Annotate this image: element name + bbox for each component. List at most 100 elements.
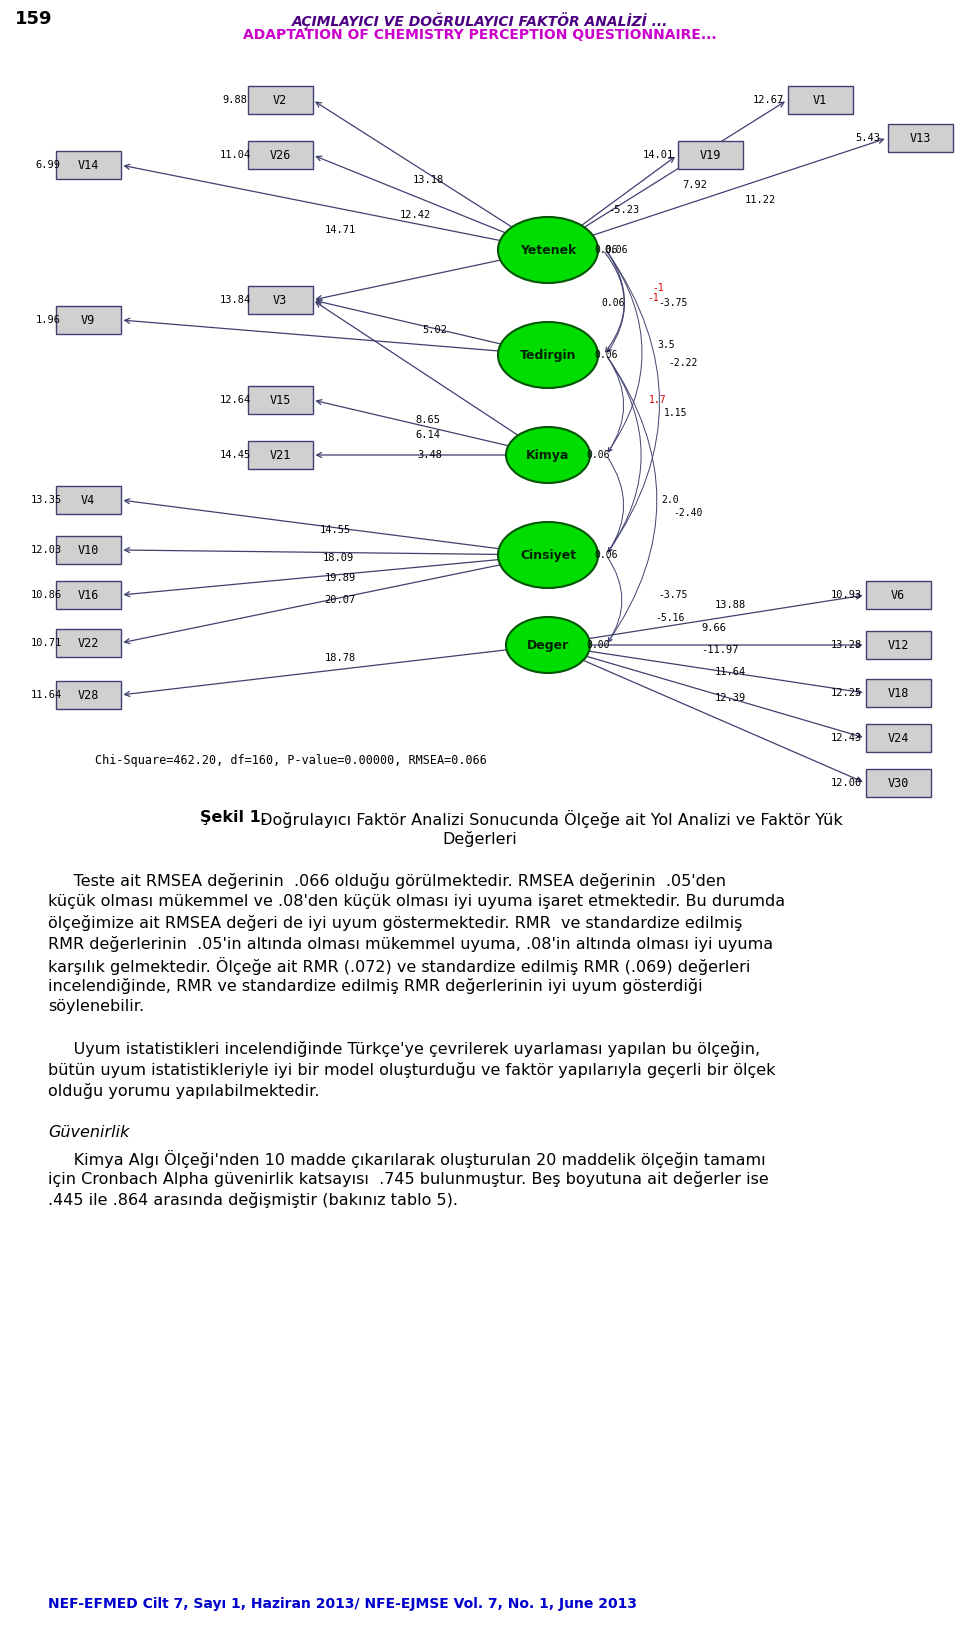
- FancyBboxPatch shape: [56, 681, 121, 709]
- FancyBboxPatch shape: [866, 630, 930, 660]
- Text: V14: V14: [78, 158, 99, 171]
- Text: V19: V19: [699, 148, 721, 161]
- Text: küçük olması mükemmel ve .08'den küçük olması iyi uyuma işaret etmektedir. Bu du: küçük olması mükemmel ve .08'den küçük o…: [48, 894, 785, 909]
- Text: 14.71: 14.71: [324, 225, 355, 235]
- Text: 13.28: 13.28: [830, 640, 862, 650]
- FancyBboxPatch shape: [248, 142, 313, 169]
- Text: Kimya: Kimya: [526, 448, 569, 461]
- Text: Deger: Deger: [527, 639, 569, 652]
- Text: incelendiğinde, RMR ve standardize edilmiş RMR değerlerinin iyi uyum gösterdiği: incelendiğinde, RMR ve standardize edilm…: [48, 977, 703, 994]
- Text: 12.25: 12.25: [830, 687, 862, 697]
- Text: 7.92: 7.92: [683, 179, 708, 191]
- Text: -2.22: -2.22: [668, 358, 698, 368]
- Text: V4: V4: [81, 494, 95, 507]
- Text: 5.43: 5.43: [855, 134, 880, 143]
- Text: V12: V12: [887, 639, 909, 652]
- Text: 8.65: 8.65: [416, 415, 441, 425]
- Text: Chi-Square=462.20, df=160, P-value=0.00000, RMSEA=0.066: Chi-Square=462.20, df=160, P-value=0.000…: [95, 754, 487, 767]
- Ellipse shape: [498, 217, 598, 283]
- Text: 10.93: 10.93: [830, 590, 862, 599]
- Text: 11.04: 11.04: [220, 150, 251, 160]
- Ellipse shape: [498, 521, 598, 588]
- Ellipse shape: [506, 427, 590, 484]
- Text: V9: V9: [81, 313, 95, 326]
- Text: 14.55: 14.55: [320, 525, 350, 534]
- Text: 20.07: 20.07: [324, 595, 355, 604]
- Text: Cinsiyet: Cinsiyet: [520, 549, 576, 562]
- Text: 159: 159: [15, 10, 53, 28]
- Text: V6: V6: [891, 588, 905, 601]
- Text: V3: V3: [273, 293, 287, 306]
- Text: V28: V28: [78, 689, 99, 702]
- Text: V26: V26: [270, 148, 291, 161]
- Text: 0.06: 0.06: [587, 450, 610, 459]
- Text: -1: -1: [647, 293, 659, 303]
- Text: 12.39: 12.39: [714, 692, 746, 704]
- Text: 13.84: 13.84: [220, 295, 251, 305]
- Text: 18.78: 18.78: [324, 653, 355, 663]
- Text: 0.00: 0.00: [587, 640, 610, 650]
- Text: Güvenirlik: Güvenirlik: [48, 1126, 130, 1140]
- Text: 12.03: 12.03: [31, 546, 61, 555]
- Text: 14.45: 14.45: [220, 450, 251, 459]
- Text: V24: V24: [887, 731, 909, 744]
- Text: 0.06: 0.06: [594, 350, 617, 360]
- FancyBboxPatch shape: [56, 582, 121, 609]
- Text: 5.02: 5.02: [422, 326, 447, 336]
- Text: V30: V30: [887, 777, 909, 790]
- FancyBboxPatch shape: [56, 485, 121, 515]
- Text: 11.22: 11.22: [744, 195, 776, 205]
- Text: ADAPTATION OF CHEMISTRY PERCEPTION QUESTIONNAIRE...: ADAPTATION OF CHEMISTRY PERCEPTION QUEST…: [243, 28, 717, 42]
- Text: ölçeğimize ait RMSEA değeri de iyi uyum göstermektedir. RMR  ve standardize edil: ölçeğimize ait RMSEA değeri de iyi uyum …: [48, 915, 742, 932]
- Text: V2: V2: [273, 93, 287, 106]
- Text: 13.35: 13.35: [31, 495, 61, 505]
- FancyBboxPatch shape: [787, 86, 852, 114]
- Text: 19.89: 19.89: [324, 573, 355, 583]
- FancyBboxPatch shape: [56, 536, 121, 564]
- Text: V18: V18: [887, 686, 909, 699]
- FancyBboxPatch shape: [56, 306, 121, 334]
- Text: 0.06: 0.06: [594, 244, 617, 256]
- Text: Kimya Algı Ölçeği'nden 10 madde çıkarılarak oluşturulan 20 maddelik ölçeğin tama: Kimya Algı Ölçeği'nden 10 madde çıkarıla…: [48, 1150, 766, 1168]
- Text: Uyum istatistikleri incelendiğinde Türkçe'ye çevrilerek uyarlaması yapılan bu öl: Uyum istatistikleri incelendiğinde Türkç…: [48, 1041, 760, 1057]
- Text: 12.00: 12.00: [830, 779, 862, 788]
- FancyBboxPatch shape: [248, 386, 313, 414]
- Text: 6.99: 6.99: [36, 160, 60, 169]
- Text: AÇIMLAYICI VE DOĞRULAYICI FAKTÖR ANALİZİ ...: AÇIMLAYICI VE DOĞRULAYICI FAKTÖR ANALİZİ…: [292, 11, 668, 29]
- Text: 1.15: 1.15: [664, 407, 687, 419]
- FancyBboxPatch shape: [678, 142, 742, 169]
- Text: Tedirgin: Tedirgin: [519, 349, 576, 362]
- Text: .445 ile .864 arasında değişmiştir (bakınız tablo 5).: .445 ile .864 arasında değişmiştir (bakı…: [48, 1192, 458, 1209]
- Text: 12.43: 12.43: [830, 733, 862, 743]
- Text: -11.97: -11.97: [701, 645, 739, 655]
- Text: -5.23: -5.23: [609, 205, 639, 215]
- Text: V13: V13: [909, 132, 930, 145]
- Text: 9.88: 9.88: [223, 94, 248, 104]
- Text: -5.16: -5.16: [656, 613, 684, 622]
- Text: 13.88: 13.88: [714, 599, 746, 609]
- Text: -3.75: -3.75: [659, 590, 687, 599]
- FancyBboxPatch shape: [56, 151, 121, 179]
- Text: V16: V16: [78, 588, 99, 601]
- Text: RMR değerlerinin  .05'in altında olması mükemmel uyuma, .08'in altında olması iy: RMR değerlerinin .05'in altında olması m…: [48, 937, 773, 951]
- Text: -1: -1: [652, 282, 664, 293]
- Text: V22: V22: [78, 637, 99, 650]
- Text: söylenebilir.: söylenebilir.: [48, 999, 144, 1013]
- Text: 12.64: 12.64: [220, 394, 251, 406]
- Text: 3.48: 3.48: [418, 450, 443, 459]
- Text: karşılık gelmektedir. Ölçeğe ait RMR (.072) ve standardize edilmiş RMR (.069) de: karşılık gelmektedir. Ölçeğe ait RMR (.0…: [48, 956, 751, 976]
- Ellipse shape: [506, 617, 590, 673]
- Text: Doğrulayıcı Faktör Analizi Sonucunda Ölçeğe ait Yol Analizi ve Faktör Yük: Doğrulayıcı Faktör Analizi Sonucunda Ölç…: [255, 810, 843, 828]
- Text: 1.96: 1.96: [36, 314, 60, 326]
- Text: 12.42: 12.42: [399, 210, 431, 220]
- FancyBboxPatch shape: [887, 124, 952, 151]
- FancyBboxPatch shape: [248, 86, 313, 114]
- Text: V10: V10: [78, 544, 99, 557]
- Text: için Cronbach Alpha güvenirlik katsayısı  .745 bulunmuştur. Beş boyutuna ait değ: için Cronbach Alpha güvenirlik katsayısı…: [48, 1171, 769, 1188]
- Text: V21: V21: [270, 448, 291, 461]
- Text: 18.09: 18.09: [323, 552, 353, 564]
- Text: olduğu yorumu yapılabilmektedir.: olduğu yorumu yapılabilmektedir.: [48, 1083, 320, 1100]
- Text: Teste ait RMSEA değerinin  .066 olduğu görülmektedir. RMSEA değerinin  .05'den: Teste ait RMSEA değerinin .066 olduğu gö…: [48, 873, 726, 889]
- Text: 3.5: 3.5: [658, 340, 675, 350]
- Text: 12.67: 12.67: [753, 94, 783, 104]
